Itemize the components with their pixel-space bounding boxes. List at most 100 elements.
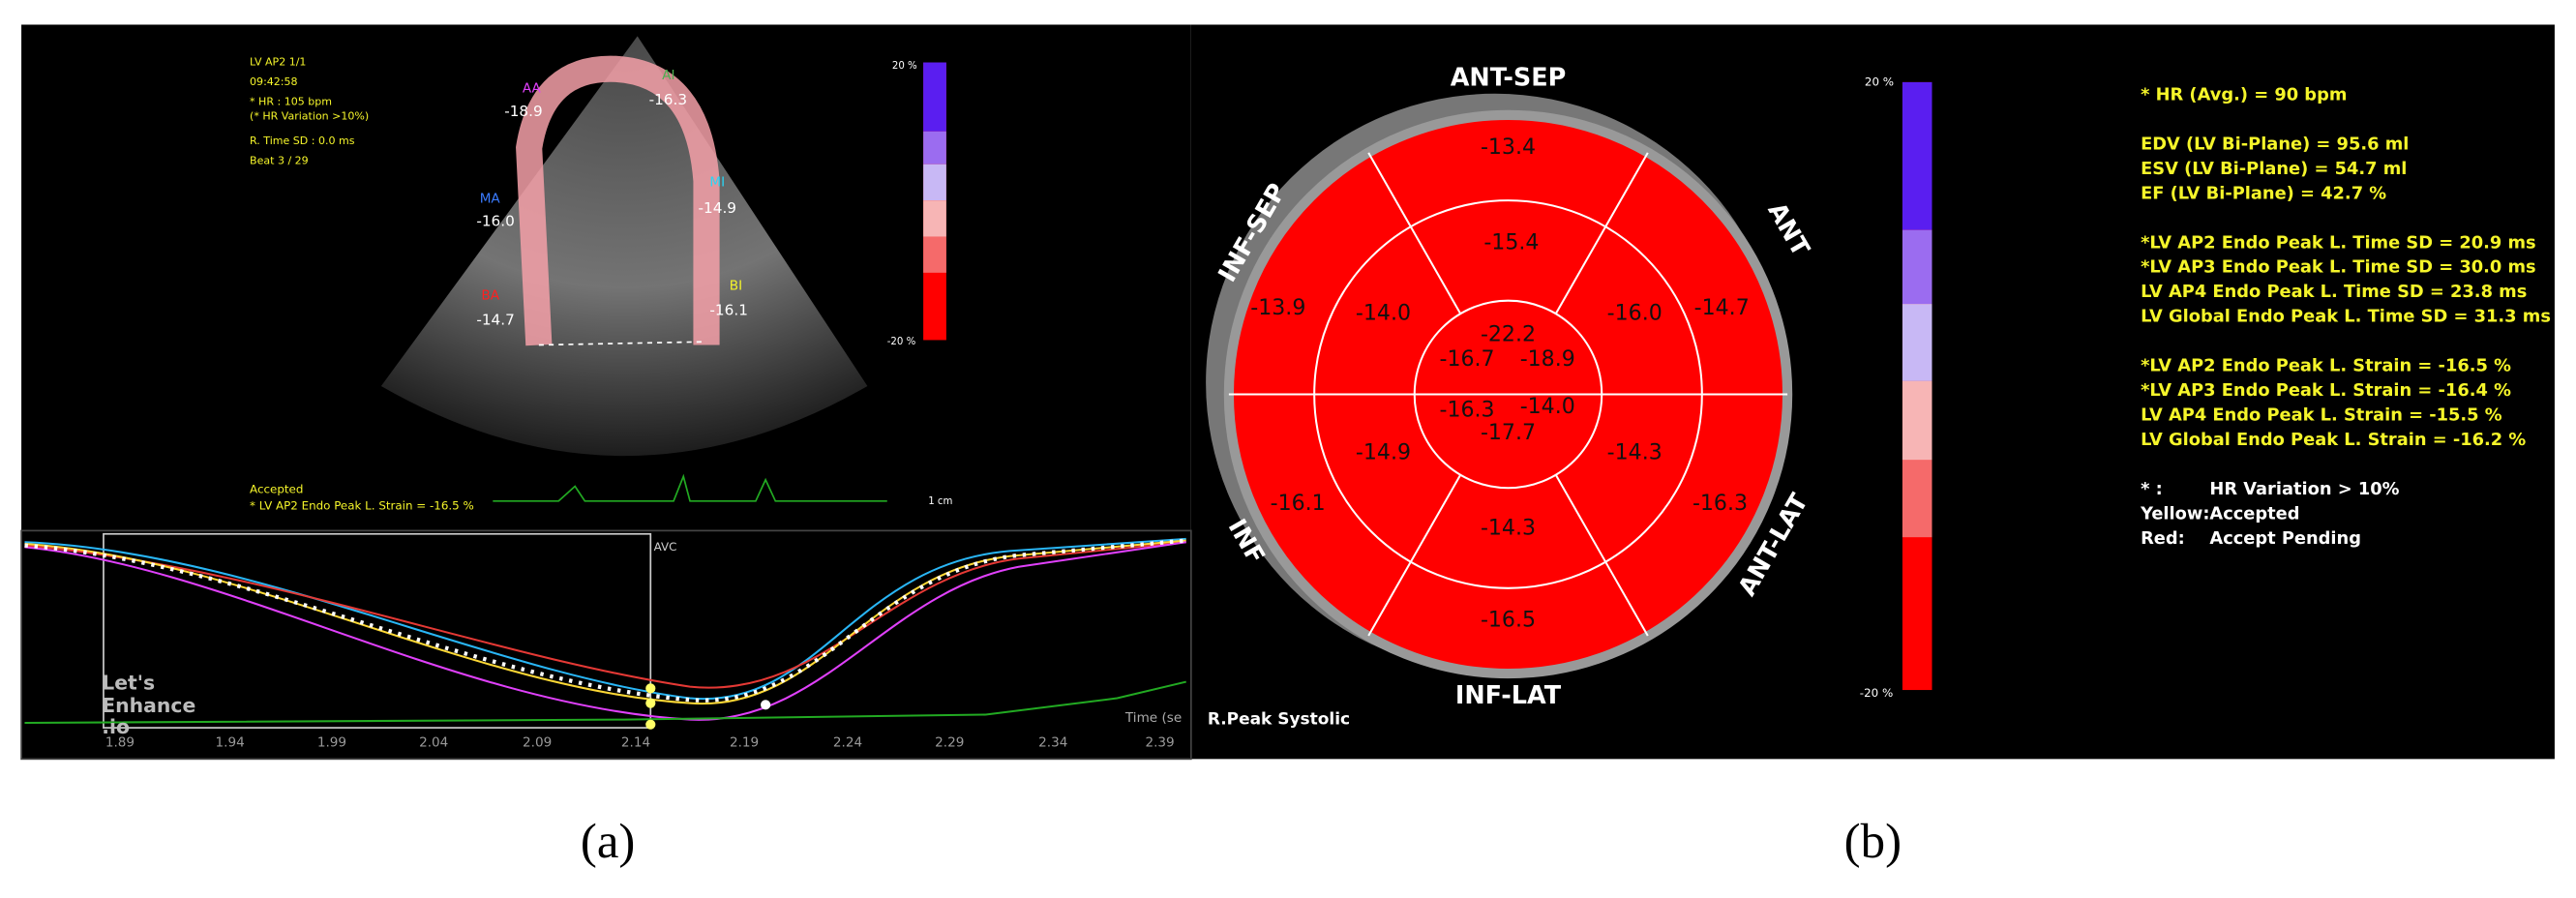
colorbar-label: 20 % xyxy=(1865,75,1894,88)
watermark: Let's xyxy=(102,671,155,694)
segment-value: -16.0 xyxy=(1607,301,1662,325)
summary-line: *LV AP2 Endo Peak L. Strain = -16.5 % xyxy=(2141,356,2511,376)
segment-name: AI xyxy=(662,68,674,83)
ultrasound-image xyxy=(380,36,868,457)
wall-label: INF-LAT xyxy=(1455,681,1562,710)
base-line xyxy=(538,341,707,346)
summary-line: LV AP4 Endo Peak L. Time SD = 23.8 ms xyxy=(2141,282,2527,302)
summary-line: LV AP4 Endo Peak L. Strain = -15.5 % xyxy=(2141,405,2502,426)
colorbar-step xyxy=(1902,229,1932,305)
marker-dot xyxy=(645,698,656,708)
segment-name: BA xyxy=(481,288,499,304)
strain-curve xyxy=(24,541,1186,721)
x-tick-label: 1.99 xyxy=(317,734,346,750)
x-tick-label: 2.34 xyxy=(1038,734,1067,750)
segment-value: -13.9 xyxy=(1250,296,1305,320)
ecg-trace xyxy=(24,680,1186,725)
view-label: R.Peak Systolic xyxy=(1208,710,1350,730)
x-tick-label: 2.04 xyxy=(419,734,448,750)
header-line: * HR : 105 bpm xyxy=(250,95,332,107)
summary-line: * HR (Avg.) = 90 bpm xyxy=(2141,84,2347,105)
x-tick-label: 1.94 xyxy=(216,734,245,750)
summary-line: *LV AP2 Endo Peak L. Time SD = 20.9 ms xyxy=(2141,232,2536,253)
segment-value: -16.1 xyxy=(1271,492,1326,516)
x-tick-label: 2.29 xyxy=(935,734,964,750)
segment-value: -16.0 xyxy=(476,213,514,230)
colorbar-label: 20 % xyxy=(892,61,917,72)
strain-plot xyxy=(20,529,1192,761)
x-tick-label: 2.39 xyxy=(1145,734,1174,750)
colorbar-step xyxy=(923,164,946,201)
strain-curve xyxy=(24,537,1186,701)
header-line: Beat 3 / 29 xyxy=(250,154,309,166)
legend-key: Red: xyxy=(2141,528,2185,549)
summary-line: *LV AP3 Endo Peak L. Time SD = 30.0 ms xyxy=(2141,257,2536,278)
caption: (b) xyxy=(1844,815,1902,869)
segment-value: -13.4 xyxy=(1481,135,1536,160)
legend-text: Accepted xyxy=(2209,503,2299,524)
segment-name: MI xyxy=(709,174,725,190)
segment-value: -16.3 xyxy=(649,91,688,108)
segment-value: -16.5 xyxy=(1481,609,1536,633)
summary-line: LV Global Endo Peak L. Time SD = 31.3 ms xyxy=(2141,307,2551,327)
selection-box xyxy=(103,532,652,729)
segment-name: MA xyxy=(480,191,501,206)
segment-value: -14.7 xyxy=(476,312,514,329)
colorbar-step xyxy=(923,62,946,132)
legend-text: HR Variation > 10% xyxy=(2209,479,2399,499)
segment-name: BI xyxy=(730,278,742,293)
x-tick-label: 1.89 xyxy=(105,734,135,750)
wall-label: ANT-SEP xyxy=(1451,64,1567,93)
marker-dot xyxy=(645,683,656,694)
x-tick-label: 2.09 xyxy=(523,734,552,750)
x-tick-label: 2.14 xyxy=(621,734,650,750)
marker-label: AVC xyxy=(654,540,677,554)
ecg-trace xyxy=(493,473,887,502)
caption: (a) xyxy=(581,815,636,869)
strain-curve xyxy=(24,541,1186,689)
colorbar-label: -20 % xyxy=(1860,686,1893,700)
segment-value: -15.4 xyxy=(1483,230,1539,254)
segment-name: AA xyxy=(523,81,542,97)
colorbar-step xyxy=(1902,380,1932,461)
summary-line: ESV (LV Bi-Plane) = 54.7 ml xyxy=(2141,159,2407,179)
segment-value: -16.3 xyxy=(1440,398,1495,422)
header-line: R. Time SD : 0.0 ms xyxy=(250,135,355,147)
axis-title: Time (se xyxy=(1124,710,1182,726)
segment-value: -14.0 xyxy=(1520,395,1575,419)
header-line: (* HR Variation >10%) xyxy=(250,110,369,123)
segment-value: -14.0 xyxy=(1356,301,1411,325)
summary-line: *LV AP3 Endo Peak L. Strain = -16.4 % xyxy=(2141,380,2511,401)
lv-outline xyxy=(516,55,720,346)
colorbar-step xyxy=(923,236,946,273)
header-line: 09:42:58 xyxy=(250,75,297,88)
colorbar-step xyxy=(923,200,946,237)
segment-value: -14.3 xyxy=(1607,441,1662,465)
scale-label: 1 cm xyxy=(928,496,952,507)
segment-value: -22.2 xyxy=(1481,322,1536,346)
status: Accepted xyxy=(250,482,303,495)
colorbar-label: -20 % xyxy=(887,337,916,347)
segment-value: -14.9 xyxy=(699,199,737,217)
header-line: LV AP2 1/1 xyxy=(250,56,306,69)
colorbar-step xyxy=(1902,304,1932,381)
watermark: .io xyxy=(102,715,130,738)
strain-text: * LV AP2 Endo Peak L. Strain = -16.5 % xyxy=(250,498,474,512)
segment-value: -18.9 xyxy=(1520,347,1575,372)
marker-dot xyxy=(645,719,656,730)
segment-value: -18.9 xyxy=(504,103,543,120)
segment-value: -16.1 xyxy=(709,301,748,318)
segment-value: -16.7 xyxy=(1440,347,1495,372)
legend-key: * : xyxy=(2141,479,2163,499)
segment-value: -16.3 xyxy=(1692,492,1748,516)
strain-curve xyxy=(24,539,1186,705)
summary-line: EF (LV Bi-Plane) = 42.7 % xyxy=(2141,183,2386,203)
x-tick-label: 2.24 xyxy=(833,734,862,750)
summary-line: EDV (LV Bi-Plane) = 95.6 ml xyxy=(2141,134,2409,154)
colorbar-step xyxy=(1902,460,1932,538)
colorbar-step xyxy=(923,131,946,165)
marker-dot xyxy=(761,700,771,710)
colorbar-step xyxy=(1902,81,1932,230)
segment-value: -14.9 xyxy=(1356,441,1411,465)
